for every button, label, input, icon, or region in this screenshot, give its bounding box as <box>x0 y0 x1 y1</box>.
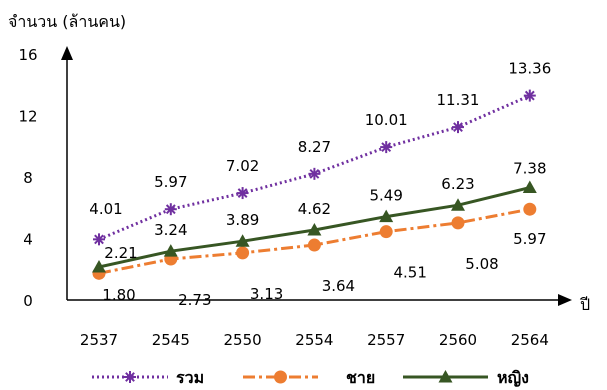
data-point <box>236 246 250 260</box>
x-tick-label: 2537 <box>80 331 118 349</box>
y-axis-arrow <box>61 46 73 60</box>
data-point <box>379 209 394 223</box>
legend: รวม ชาย หญิง <box>92 368 529 388</box>
data-label: 11.31 <box>437 91 480 109</box>
data-label: 2.21 <box>104 244 137 262</box>
data-point <box>93 233 105 246</box>
series-layer <box>92 89 537 280</box>
data-point <box>522 180 537 194</box>
y-tick-label: 8 <box>23 169 33 187</box>
x-axis-title: ปี <box>580 295 591 314</box>
y-axis-title: จำนวน (ล้านคน) <box>8 12 126 31</box>
data-label: 4.01 <box>89 200 122 218</box>
legend-marker <box>438 370 453 383</box>
data-label: 1.80 <box>102 286 135 304</box>
data-label: 8.27 <box>298 138 331 156</box>
data-point <box>92 260 106 273</box>
data-label: 7.02 <box>226 157 259 175</box>
legend-marker <box>274 370 287 384</box>
x-tick-label: 2564 <box>511 331 549 349</box>
data-label: 5.97 <box>513 230 546 248</box>
data-label: 4.62 <box>298 200 331 218</box>
y-tick-label: 16 <box>18 46 37 64</box>
legend-item: รวม <box>92 368 204 387</box>
data-label: 3.13 <box>250 285 283 303</box>
data-point <box>236 187 249 200</box>
y-tick-label: 0 <box>23 292 33 310</box>
legend-label: ชาย <box>346 368 375 387</box>
data-label: 3.24 <box>154 221 187 239</box>
data-label: 3.64 <box>322 277 355 295</box>
x-tick-label: 2554 <box>295 331 333 349</box>
data-label: 2.73 <box>178 291 211 309</box>
data-point <box>308 167 321 180</box>
data-point <box>523 89 536 102</box>
x-tick-label: 2557 <box>367 331 405 349</box>
data-label: 5.49 <box>369 187 402 205</box>
legend-label: หญิง <box>497 368 529 388</box>
axes: 0 4 8 12 16 2537 2545 2550 2554 2557 2560 2564 <box>18 46 572 349</box>
data-label: 5.97 <box>154 173 187 191</box>
data-point <box>235 234 250 247</box>
legend-marker <box>124 371 136 383</box>
data-labels: 4.01 5.97 7.02 8.27 10.01 11.31 13.36 1.80 2.73 3… <box>89 60 551 309</box>
y-tick-label: 12 <box>18 108 37 126</box>
data-point <box>451 198 465 211</box>
data-point <box>164 203 177 216</box>
x-tick-label: 2550 <box>224 331 262 349</box>
data-point <box>307 238 321 252</box>
data-point <box>379 225 393 239</box>
x-axis-arrow <box>558 294 572 306</box>
data-point <box>523 202 537 216</box>
legend-item: ชาย <box>243 368 375 387</box>
legend-label: รวม <box>176 368 204 387</box>
x-tick-label: 2545 <box>152 331 190 349</box>
data-label: 3.89 <box>226 211 259 229</box>
data-label: 4.51 <box>393 264 426 282</box>
y-tick-label: 4 <box>23 231 33 249</box>
data-point <box>163 244 178 257</box>
data-label: 10.01 <box>365 111 408 129</box>
x-tick-label: 2560 <box>439 331 477 349</box>
data-point <box>307 222 322 236</box>
data-point <box>380 141 393 154</box>
data-point <box>452 121 464 134</box>
data-label: 7.38 <box>513 160 546 178</box>
data-label: 5.08 <box>465 255 498 273</box>
data-point <box>451 216 465 230</box>
legend-item: หญิง <box>403 368 529 388</box>
data-label: 6.23 <box>441 175 474 193</box>
data-label: 13.36 <box>508 60 551 78</box>
